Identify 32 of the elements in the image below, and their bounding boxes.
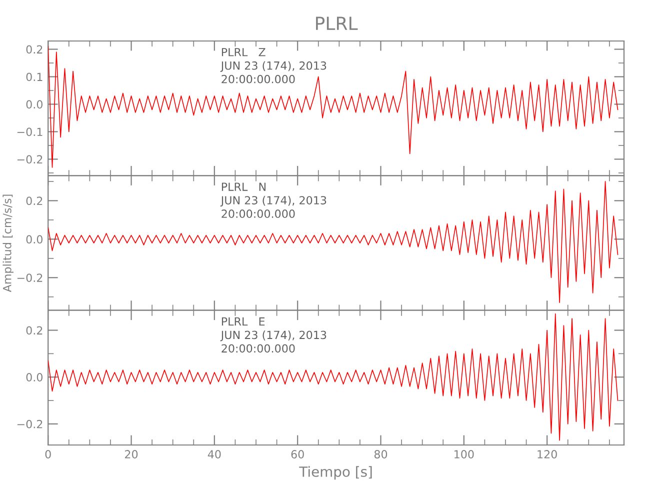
- y-tick-label: 0.0: [26, 235, 42, 244]
- y-tick-label: 0.1: [26, 72, 42, 82]
- y-tick-label: −0.2: [17, 155, 42, 164]
- y-tick-label: −0.1: [17, 128, 42, 136]
- annotation: PLRL E: [222, 317, 265, 326]
- chart-title: PLRL: [316, 16, 358, 30]
- x-tick-label: 80: [374, 450, 388, 458]
- annotation: 20:00:00.000: [222, 210, 295, 218]
- y-tick-label: 0.0: [26, 373, 42, 382]
- y-tick-label: 0.0: [26, 100, 42, 109]
- line-series: [48, 181, 618, 304]
- annotation: JUN 23 (174), 2013: [220, 196, 326, 207]
- annotation: JUN 23 (174), 2013: [220, 330, 326, 342]
- x-tick-label: 120: [538, 450, 557, 458]
- annotation: 20:00:00.000: [222, 344, 295, 353]
- x-tick-label: 100: [454, 450, 474, 458]
- annotation: PLRL N: [222, 182, 266, 191]
- y-tick-label: 0.2: [26, 196, 42, 206]
- y-tick-label: −0.2: [17, 420, 42, 428]
- y-tick-label: 0.2: [26, 45, 42, 54]
- annotation: PLRL Z: [222, 48, 266, 56]
- annotation: 20:00:00.000: [222, 74, 295, 84]
- x-axis-title: Tiempo [s]: [299, 466, 372, 480]
- y-axis-title: Amplitud [cm/s/s]: [2, 194, 14, 292]
- y-tick-label: 0.2: [26, 326, 42, 335]
- x-tick-label: 60: [291, 450, 304, 458]
- x-tick-label: 20: [125, 450, 138, 458]
- x-tick-label: 0: [45, 450, 51, 458]
- x-tick-label: 40: [208, 450, 221, 458]
- annotation: JUN 23 (174), 2013: [220, 61, 326, 72]
- y-tick-label: −0.2: [17, 274, 42, 282]
- line-series: [48, 313, 618, 441]
